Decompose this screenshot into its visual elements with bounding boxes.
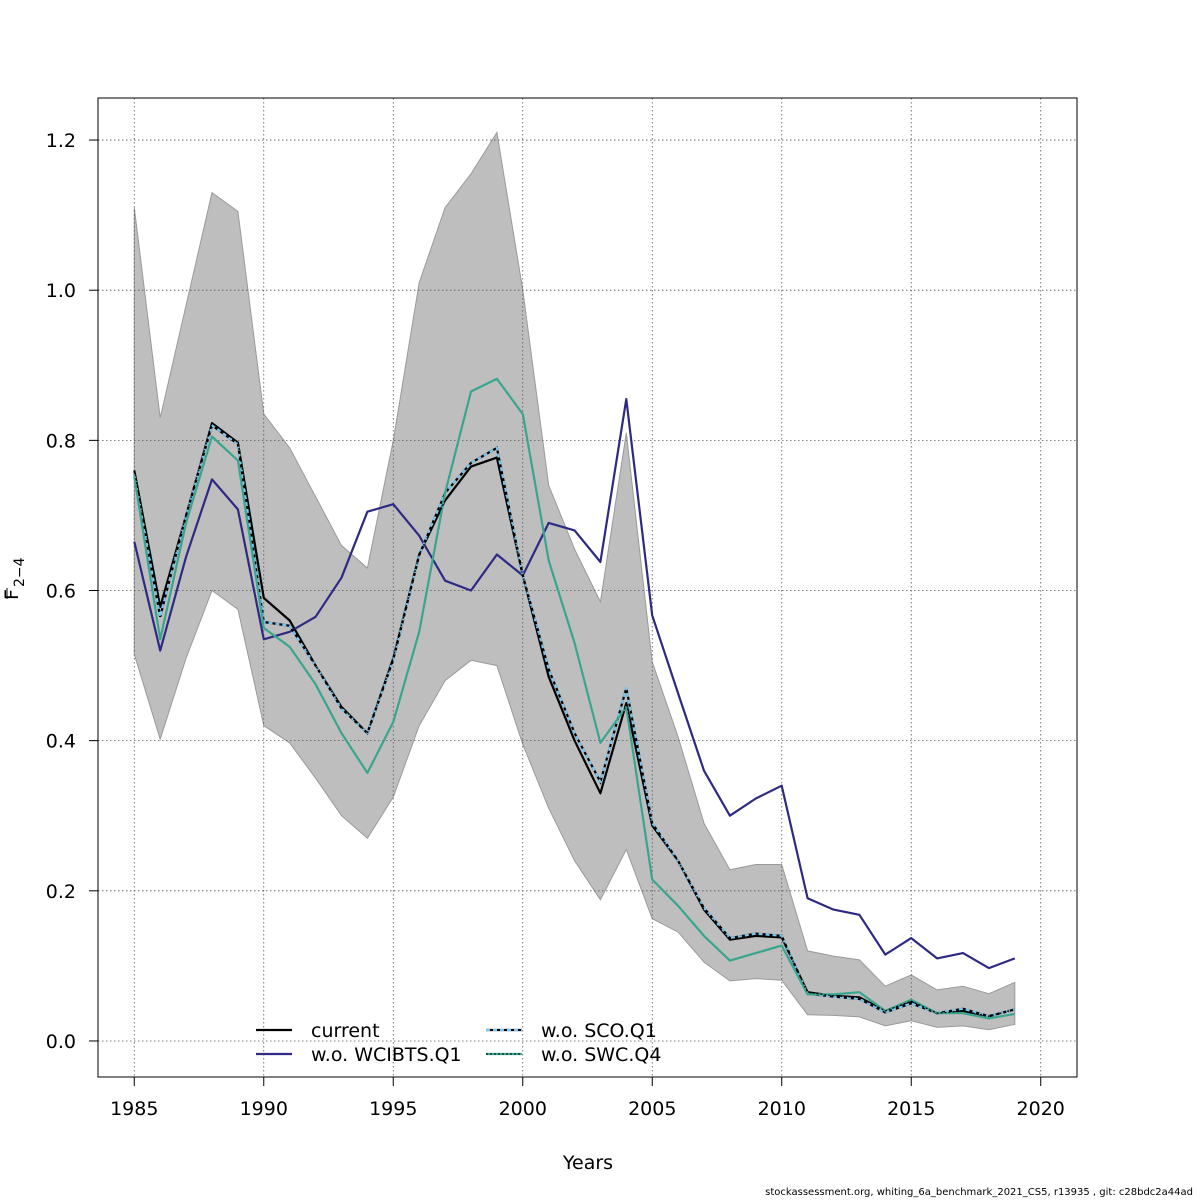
y-axis-title-main: F: [1, 589, 23, 600]
series-layer: [133, 377, 1016, 1020]
x-tick-label: 1990: [240, 1098, 288, 1120]
y-tick-label: 0.6: [46, 581, 76, 603]
x-tick-label: 2015: [887, 1098, 935, 1120]
y-axis: 0.0 0.2 0.4 0.6 0.8 1.0 1.2: [46, 130, 98, 1053]
series-line-1: [133, 398, 1016, 970]
legend: current w.o. WCIBTS.Q1 w.o. SCO.Q1 w.o. …: [256, 1020, 661, 1066]
x-tick-label: 2000: [499, 1098, 547, 1120]
series-line-2: [133, 424, 1016, 1018]
x-tick-label: 2020: [1017, 1098, 1065, 1120]
y-tick-label: 0.0: [46, 1031, 76, 1053]
x-tick-label: 1995: [369, 1098, 417, 1120]
y-axis-title: F 2−4: [1, 557, 28, 600]
y-tick-label: 1.0: [46, 280, 76, 302]
x-axis-title: Years: [562, 1152, 613, 1174]
y-tick-label: 1.2: [46, 130, 76, 152]
legend-label-sco: w.o. SCO.Q1: [541, 1020, 657, 1042]
x-axis: 1985 1990 1995 2000 2005 2010 2015 2020: [110, 1076, 1065, 1120]
grid-layer: [98, 98, 1077, 1077]
series-line-current-overlay: [133, 422, 1015, 1017]
y-tick-label: 0.4: [46, 731, 76, 753]
x-tick-label: 2010: [758, 1098, 806, 1120]
confidence-band: [133, 131, 1016, 1031]
y-tick-label: 0.8: [46, 430, 76, 452]
x-tick-label: 2005: [628, 1098, 676, 1120]
confidence-band-layer: [133, 131, 1016, 1031]
legend-label-current: current: [311, 1020, 380, 1042]
y-tick-label: 0.2: [46, 881, 76, 903]
legend-label-wcibts: w.o. WCIBTS.Q1: [311, 1044, 462, 1066]
x-tick-label: 1985: [110, 1098, 158, 1120]
series-line-3: [133, 377, 1015, 1020]
footer-source: stockassessment.org, whiting_6a_benchmar…: [765, 1187, 1193, 1198]
y-axis-title-subscript: 2−4: [12, 557, 28, 587]
legend-label-swc: w.o. SWC.Q4: [541, 1044, 661, 1066]
